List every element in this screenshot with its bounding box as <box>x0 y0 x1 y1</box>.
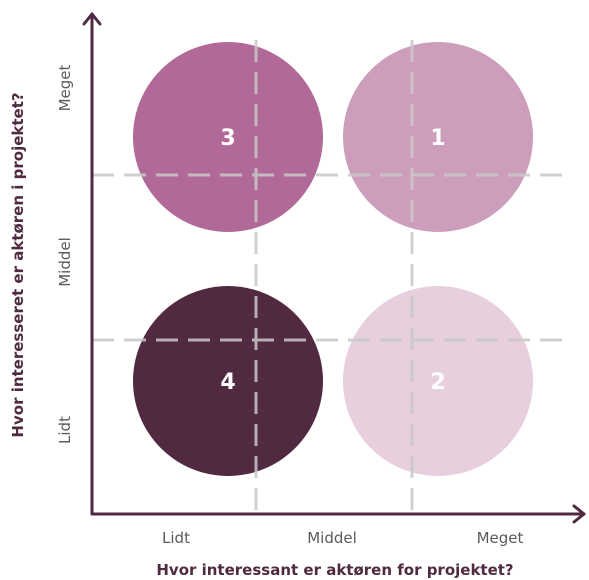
axes <box>82 12 586 524</box>
quadrant-3-circle <box>133 42 323 232</box>
grid-lines <box>92 40 568 512</box>
y-tick-middel: Middel <box>56 237 74 287</box>
x-axis-title: Hvor interessant er aktøren for projekte… <box>156 561 513 579</box>
y-axis-ticks: Lidt Middel Meget <box>56 64 74 443</box>
x-tick-meget: Meget <box>477 529 524 547</box>
quadrant-4-number: 4 <box>220 370 235 395</box>
quadrant-1-circle <box>343 42 533 232</box>
quadrant-circles <box>133 42 533 476</box>
quadrant-1-number: 1 <box>430 126 445 151</box>
quadrant-4-circle <box>133 286 323 476</box>
quadrant-2-circle <box>343 286 533 476</box>
y-tick-lidt: Lidt <box>56 416 74 444</box>
x-tick-lidt: Lidt <box>162 529 190 547</box>
y-axis-title: Hvor interesseret er aktøren i projektet… <box>9 92 27 437</box>
x-axis-arrowhead <box>572 504 586 524</box>
quadrant-numbers: 3 1 4 2 <box>220 126 445 395</box>
x-tick-middel: Middel <box>307 529 357 547</box>
x-axis-ticks: Lidt Middel Meget <box>162 529 523 547</box>
quadrant-2-number: 2 <box>430 370 445 395</box>
quadrant-3-number: 3 <box>220 126 235 151</box>
y-axis-arrowhead <box>82 12 102 26</box>
y-tick-meget: Meget <box>56 64 74 111</box>
